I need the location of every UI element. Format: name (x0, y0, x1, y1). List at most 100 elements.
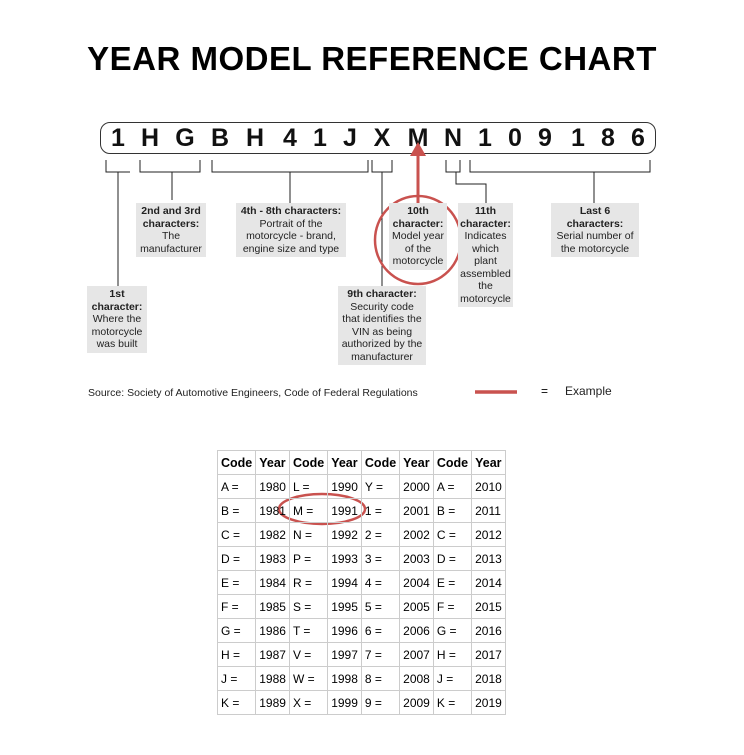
code-cell: B = (216, 498, 257, 523)
vin-character: H (140, 124, 160, 152)
code-cell: P = (288, 546, 329, 571)
code-cell: B = (432, 498, 473, 523)
year-cell: 2017 (471, 642, 506, 667)
year-cell: 1982 (255, 522, 290, 547)
code-cell: 9 = (360, 690, 401, 715)
year-cell: 1985 (255, 594, 290, 619)
column-header: Year (471, 450, 506, 475)
code-cell: L = (288, 474, 329, 499)
label-1st-character: 1st character: Where the motorcycle was b… (87, 286, 147, 353)
year-cell: 2004 (399, 570, 434, 595)
vin-character: X (373, 124, 391, 152)
year-cell: 2011 (471, 498, 506, 523)
code-cell: 5 = (360, 594, 401, 619)
table-row: E = 1984 R = 1994 4 = 2004 E = 2014 (216, 570, 506, 595)
column-header: Code (288, 450, 329, 475)
code-cell: D = (432, 546, 473, 571)
vin-character: 1 (111, 124, 125, 152)
code-cell: 1 = (360, 498, 401, 523)
vin-box (100, 122, 656, 154)
year-cell: 2015 (471, 594, 506, 619)
label-2nd-3rd-characters: 2nd and 3rd characters: The manufacturer (136, 203, 206, 257)
year-cell: 2010 (471, 474, 506, 499)
year-cell: 2009 (399, 690, 434, 715)
vin-character: G (175, 124, 195, 152)
vin-character: 1 (478, 124, 492, 152)
year-cell: 1987 (255, 642, 290, 667)
year-cell: 2013 (471, 546, 506, 571)
year-cell: 1981 (255, 498, 290, 523)
table-row: D = 1983 P = 1993 3 = 2003 D = 2013 (216, 546, 506, 571)
table-row: B = 1981 M = 1991 1 = 2001 B = 2011 (216, 498, 506, 523)
label-last-6-characters: Last 6 characters: Serial number of the m… (551, 203, 639, 257)
year-cell: 2014 (471, 570, 506, 595)
code-cell: Y = (360, 474, 401, 499)
vin-character: 9 (538, 124, 552, 152)
year-cell: 1986 (255, 618, 290, 643)
vin-character: 1 (571, 124, 585, 152)
vin-character: 4 (283, 124, 297, 152)
year-cell: 1996 (327, 618, 362, 643)
label-4th-8th-characters: 4th - 8th characters: Portrait of the mot… (236, 203, 346, 257)
year-cell: 1999 (327, 690, 362, 715)
year-cell: 1995 (327, 594, 362, 619)
legend-equals: = (541, 384, 549, 398)
year-cell: 2007 (399, 642, 434, 667)
table-row: H = 1987 V = 1997 7 = 2007 H = 2017 (216, 642, 506, 667)
year-cell: 1992 (327, 522, 362, 547)
code-cell: 6 = (360, 618, 401, 643)
code-cell: F = (216, 594, 257, 619)
label-10th-character: 10th character: Model year of the motorcy… (389, 203, 447, 270)
code-cell: D = (216, 546, 257, 571)
column-header: Code (216, 450, 257, 475)
year-cell: 1994 (327, 570, 362, 595)
table-row: A = 1980 L = 1990 Y = 2000 A = 2010 (216, 474, 506, 499)
year-cell: 2003 (399, 546, 434, 571)
code-cell: K = (432, 690, 473, 715)
bracket-48 (211, 160, 369, 204)
table-row: J = 1988 W = 1998 8 = 2008 J = 2018 (216, 666, 506, 691)
column-header: Year (399, 450, 434, 475)
code-cell: 4 = (360, 570, 401, 595)
code-cell: F = (432, 594, 473, 619)
code-cell: G = (432, 618, 473, 643)
vin-character: M (407, 124, 429, 152)
year-cell: 1988 (255, 666, 290, 691)
year-cell: 2008 (399, 666, 434, 691)
bracket-9 (371, 160, 393, 286)
code-cell: 8 = (360, 666, 401, 691)
year-cell: 1989 (255, 690, 290, 715)
vin-character: 1 (313, 124, 327, 152)
column-header: Code (360, 450, 401, 475)
year-cell: 2005 (399, 594, 434, 619)
year-cell: 2018 (471, 666, 506, 691)
code-cell: H = (216, 642, 257, 667)
year-cell: 2006 (399, 618, 434, 643)
vin-character: 8 (601, 124, 615, 152)
vin-character: J (343, 124, 357, 152)
year-cell: 2012 (471, 522, 506, 547)
bracket-23 (139, 160, 201, 200)
vin-character: H (245, 124, 265, 152)
legend-example: Example (565, 384, 612, 398)
year-cell: 2001 (399, 498, 434, 523)
column-header: Year (327, 450, 362, 475)
code-cell: X = (288, 690, 329, 715)
code-cell: 2 = (360, 522, 401, 547)
label-11th-character: 11th character: Indicates which plant ass… (458, 203, 513, 307)
year-cell: 1997 (327, 642, 362, 667)
vin-character: 0 (508, 124, 522, 152)
source-note: Source: Society of Automotive Engineers,… (88, 387, 418, 399)
year-cell: 1993 (327, 546, 362, 571)
code-cell: 3 = (360, 546, 401, 571)
year-cell: 1998 (327, 666, 362, 691)
code-cell: A = (216, 474, 257, 499)
code-cell: C = (216, 522, 257, 547)
bracket-last6 (469, 160, 651, 204)
vin-character: B (210, 124, 230, 152)
code-cell: G = (216, 618, 257, 643)
column-header: Year (255, 450, 290, 475)
table-row: K = 1989 X = 1999 9 = 2009 K = 2019 (216, 690, 506, 715)
year-cell: 2016 (471, 618, 506, 643)
code-cell: N = (288, 522, 329, 547)
